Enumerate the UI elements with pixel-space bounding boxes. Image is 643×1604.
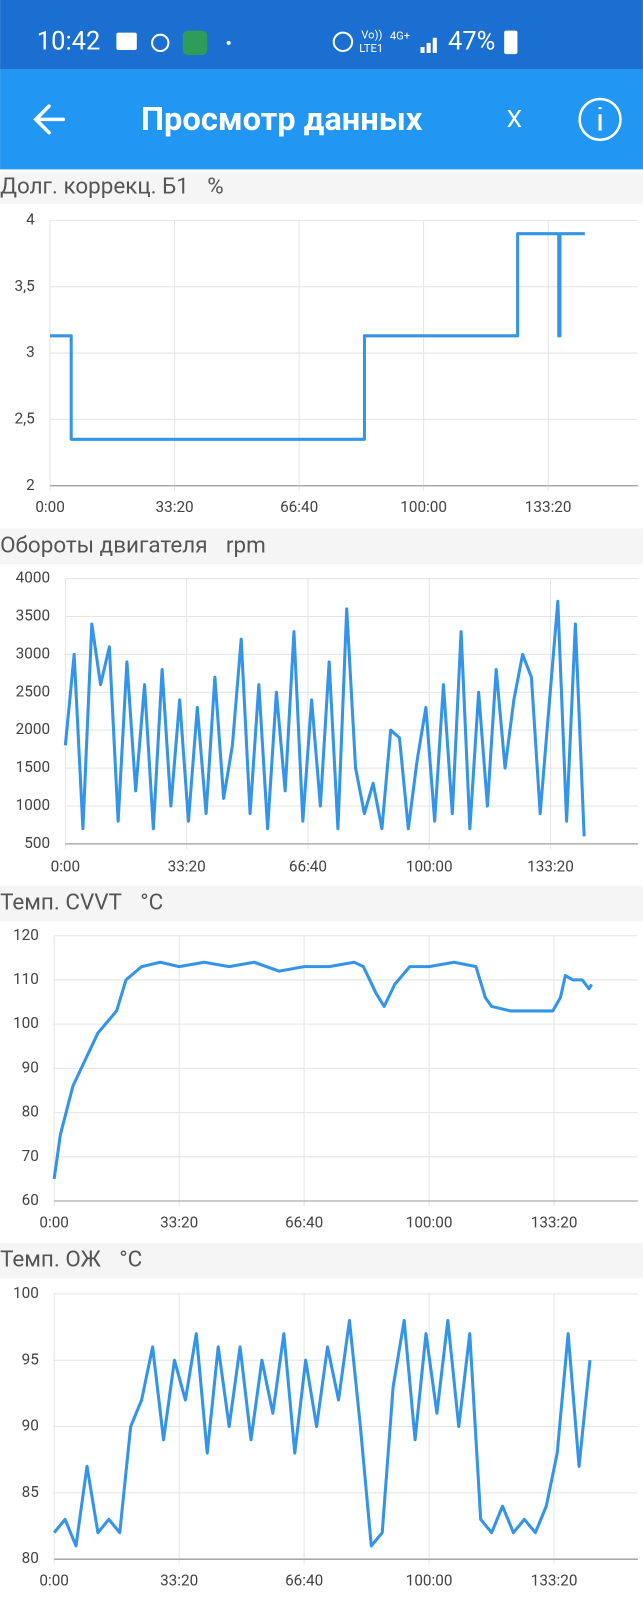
x-tick-label: 0:00 — [39, 1214, 68, 1232]
chart-title: Долг. коррекц. Б1 — [0, 174, 189, 200]
chart-header — [0, 885, 643, 922]
y-tick-label: 500 — [24, 834, 50, 852]
x-tick-label: 133:20 — [531, 1572, 578, 1590]
x-tick-label: 33:20 — [160, 1572, 198, 1590]
x-tick-label: 33:20 — [168, 857, 206, 875]
y-tick-label: 1000 — [16, 796, 50, 814]
y-tick-label: 3000 — [16, 644, 50, 662]
chart-unit: rpm — [226, 532, 266, 558]
data-line — [52, 1318, 592, 1548]
y-tick-label: 4000 — [16, 569, 50, 587]
chart-panel: Обороты двигателя rpm 500 1000 1500 2000 2500 3… — [0, 528, 643, 875]
y-tick-label: 70 — [22, 1147, 39, 1165]
y-tick-label: 2500 — [16, 682, 50, 700]
x-tick-label: 100:00 — [406, 1572, 453, 1590]
charts: Долг. коррекц. Б1 % 2 2,5 3 3,5 4 0:00 33:20 66:4… — [0, 171, 643, 1590]
data-line — [63, 599, 586, 837]
info-button[interactable] — [578, 97, 622, 142]
y-tick-label: 110 — [13, 970, 39, 988]
signal-icon — [420, 37, 437, 54]
y-tick-label: 80 — [22, 1549, 39, 1567]
app-bar — [0, 69, 643, 170]
alarm-icon — [332, 31, 354, 53]
x-tick-label: 0:00 — [35, 498, 65, 516]
gallery-icon — [116, 32, 137, 50]
y-tick-label: 2000 — [16, 720, 50, 738]
y-tick-label: 1500 — [16, 758, 50, 776]
chart-title: Обороты двигателя — [0, 532, 207, 558]
chart-title: Темп. CVVT — [0, 889, 122, 915]
battery-label: 47% — [448, 27, 495, 57]
dot-icon — [226, 40, 231, 45]
info-circle — [578, 97, 622, 142]
x-tick-label: 133:20 — [527, 857, 574, 875]
chart-title: Темп. ОЖ — [0, 1247, 101, 1273]
y-tick-label: 60 — [22, 1191, 39, 1209]
lte-label: LTE1 — [359, 42, 383, 55]
y-tick-label: 90 — [22, 1058, 39, 1076]
music-icon — [151, 33, 170, 53]
x-tick-label: 100:00 — [406, 1214, 453, 1232]
status-time: 10:42 — [37, 27, 101, 57]
app-icon — [182, 30, 208, 56]
y-tick-label: 4 — [26, 210, 35, 228]
y-tick-label: 3500 — [16, 607, 50, 625]
y-tick-label: 90 — [22, 1417, 39, 1435]
y-tick-label: 100 — [13, 1014, 39, 1032]
x-tick-label: 66:40 — [280, 498, 318, 516]
y-tick-label: 80 — [22, 1103, 39, 1121]
y-tick-label: 2 — [26, 476, 35, 494]
data-line — [52, 960, 593, 1180]
chart-header — [0, 171, 643, 205]
y-tick-label: 3,5 — [15, 277, 35, 295]
y-tick-label: 120 — [13, 926, 39, 944]
close-button[interactable]: X — [507, 104, 522, 133]
y-tick-label: 3 — [26, 343, 35, 361]
volte-label: Vo)) — [361, 29, 382, 42]
chart-panel: Темп. CVVT °C 60 70 80 90 100 110 120 0:00 33:20 66… — [0, 885, 643, 1232]
chart-unit: % — [207, 174, 223, 200]
x-tick-label: 100:00 — [400, 498, 447, 516]
y-tick-label: 100 — [13, 1284, 39, 1302]
network-label: 4G+ — [390, 30, 410, 43]
y-tick-label: 85 — [22, 1483, 39, 1501]
data-line — [50, 232, 585, 441]
x-tick-label: 66:40 — [285, 1214, 323, 1232]
chart-header — [0, 1242, 643, 1279]
chart-panel: Долг. коррекц. Б1 % 2 2,5 3 3,5 4 0:00 33:20 66:4… — [0, 171, 643, 516]
x-tick-label: 66:40 — [289, 857, 327, 875]
chart-panel: Темп. ОЖ °C 80 85 90 95 100 0:00 33:20 66:40 100:0… — [0, 1242, 643, 1590]
x-tick-label: 66:40 — [285, 1572, 323, 1590]
battery-icon — [504, 30, 518, 55]
y-tick-label: 2,5 — [15, 409, 35, 427]
y-tick-label: 95 — [22, 1350, 39, 1368]
app-title: Просмотр данных — [141, 100, 423, 138]
x-tick-label: 133:20 — [525, 498, 572, 516]
chart-header — [0, 528, 643, 565]
status-bar — [0, 0, 643, 70]
x-tick-label: 33:20 — [156, 498, 194, 516]
x-tick-label: 133:20 — [531, 1214, 578, 1232]
x-tick-label: 100:00 — [406, 857, 453, 875]
back-button[interactable] — [33, 104, 66, 135]
chart-unit: °C — [119, 1247, 142, 1273]
chart-unit: °C — [140, 889, 163, 915]
x-tick-label: 0:00 — [51, 857, 81, 875]
x-tick-label: 33:20 — [160, 1214, 198, 1232]
x-tick-label: 0:00 — [39, 1572, 68, 1590]
